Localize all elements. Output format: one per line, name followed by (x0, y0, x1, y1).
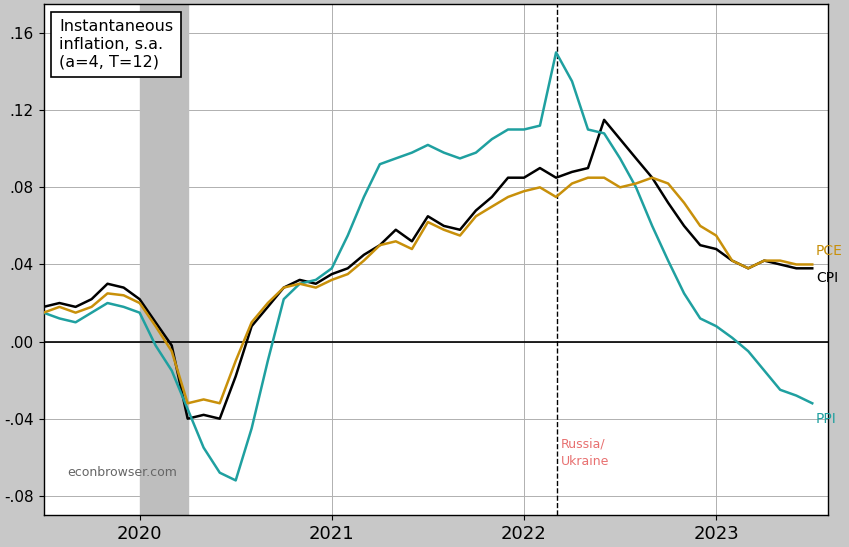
Bar (139, 4, 188, 515)
Text: Russia/
Ukraine: Russia/ Ukraine (560, 438, 609, 468)
Text: CPI: CPI (816, 271, 838, 285)
Text: PCE: PCE (816, 244, 843, 258)
Text: Instantaneous
inflation, s.a.
(a=4, T=12): Instantaneous inflation, s.a. (a=4, T=12… (59, 20, 173, 69)
Text: PPI: PPI (816, 412, 837, 426)
Text: econbrowser.com: econbrowser.com (67, 467, 177, 479)
